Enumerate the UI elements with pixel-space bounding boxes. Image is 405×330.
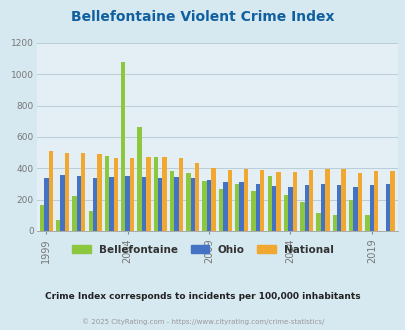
Bar: [299, 202, 304, 231]
Bar: [125, 176, 130, 231]
Bar: [385, 184, 389, 231]
Bar: [153, 157, 158, 231]
Bar: [348, 200, 352, 231]
Bar: [227, 170, 231, 231]
Text: Crime Index corresponds to incidents per 100,000 inhabitants: Crime Index corresponds to incidents per…: [45, 292, 360, 301]
Bar: [369, 185, 373, 231]
Bar: [65, 152, 69, 231]
Bar: [315, 213, 320, 231]
Bar: [137, 127, 141, 231]
Bar: [271, 186, 276, 231]
Bar: [170, 172, 174, 231]
Bar: [364, 215, 369, 231]
Bar: [336, 185, 341, 231]
Bar: [251, 191, 255, 231]
Bar: [267, 176, 271, 231]
Bar: [178, 158, 183, 231]
Bar: [104, 156, 109, 231]
Bar: [243, 169, 247, 231]
Bar: [341, 169, 345, 231]
Bar: [40, 205, 44, 231]
Bar: [162, 157, 166, 231]
Bar: [304, 185, 308, 231]
Bar: [72, 196, 77, 231]
Bar: [113, 158, 118, 231]
Bar: [218, 189, 223, 231]
Text: © 2025 CityRating.com - https://www.cityrating.com/crime-statistics/: © 2025 CityRating.com - https://www.city…: [82, 318, 323, 325]
Bar: [77, 176, 81, 231]
Bar: [186, 173, 190, 231]
Bar: [324, 169, 329, 231]
Bar: [389, 172, 394, 231]
Bar: [234, 184, 239, 231]
Bar: [141, 177, 146, 231]
Bar: [194, 163, 199, 231]
Bar: [357, 173, 361, 231]
Bar: [88, 211, 93, 231]
Bar: [283, 195, 288, 231]
Bar: [239, 182, 243, 231]
Bar: [56, 220, 60, 231]
Bar: [332, 215, 336, 231]
Bar: [255, 184, 260, 231]
Bar: [81, 152, 85, 231]
Bar: [146, 156, 150, 231]
Bar: [190, 179, 194, 231]
Bar: [276, 172, 280, 231]
Bar: [320, 184, 324, 231]
Bar: [97, 154, 102, 231]
Bar: [373, 172, 377, 231]
Bar: [223, 182, 227, 231]
Bar: [207, 180, 211, 231]
Bar: [121, 62, 125, 231]
Bar: [308, 170, 313, 231]
Bar: [158, 179, 162, 231]
Bar: [202, 181, 207, 231]
Bar: [211, 168, 215, 231]
Bar: [260, 170, 264, 231]
Bar: [292, 172, 296, 231]
Bar: [130, 158, 134, 231]
Bar: [44, 179, 48, 231]
Text: Bellefontaine Violent Crime Index: Bellefontaine Violent Crime Index: [71, 10, 334, 24]
Legend: Bellefontaine, Ohio, National: Bellefontaine, Ohio, National: [68, 241, 337, 259]
Bar: [352, 187, 357, 231]
Bar: [48, 151, 53, 231]
Bar: [288, 187, 292, 231]
Bar: [60, 175, 65, 231]
Bar: [109, 177, 113, 231]
Bar: [174, 177, 178, 231]
Bar: [93, 179, 97, 231]
